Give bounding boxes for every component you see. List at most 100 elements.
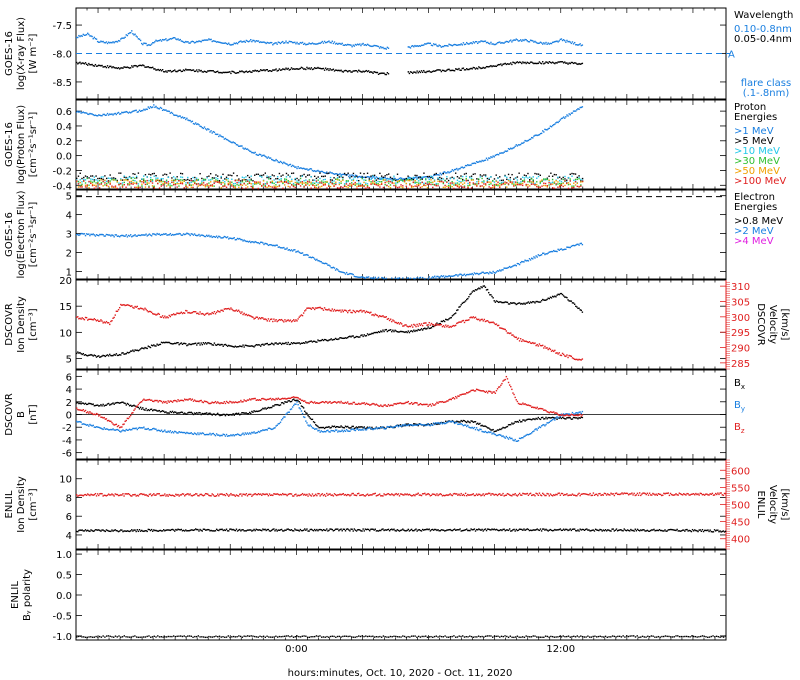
data-point-00504nm (485, 65, 488, 68)
data-point-5MeV (98, 177, 101, 180)
data-point-Velocity (408, 325, 411, 328)
data-point-00504nm (191, 69, 194, 71)
data-point-IonDensity (124, 353, 126, 355)
data-point-50MeV (446, 185, 448, 188)
data-point-Bx (160, 410, 163, 413)
data-point-1MeV (437, 174, 439, 176)
data-point-01008nm (186, 41, 188, 43)
data-point-2MeV (535, 255, 537, 257)
data-point-Velocity (384, 316, 386, 318)
data-point-1MeV (401, 177, 403, 180)
data-point-01008nm (182, 41, 185, 43)
data-point-50MeV (372, 182, 374, 184)
data-point-1MeV (212, 130, 215, 133)
data-point-1MeV (432, 174, 435, 176)
data-point-30MeV (262, 184, 265, 186)
data-point-2MeV (315, 259, 317, 261)
data-point-IonDensity (118, 353, 121, 356)
data-point-2MeV (570, 245, 573, 248)
data-point-Velocity (477, 318, 479, 321)
data-point-01008nm (482, 40, 484, 43)
data-point-1MeV (571, 112, 574, 114)
data-point-00504nm (425, 71, 427, 74)
data-point-1MeV (528, 138, 531, 141)
data-point-IonDensity (533, 301, 535, 303)
data-point-5MeV (338, 176, 341, 178)
data-point-IonDensity (147, 345, 150, 347)
data-point-50MeV (527, 184, 529, 186)
data-point-00504nm (101, 64, 103, 67)
data-point-2MeV (551, 250, 554, 253)
data-point-2MeV (523, 261, 525, 263)
data-point-IonDensity (355, 335, 358, 338)
data-point-IonDensity (204, 342, 207, 344)
data-point-00504nm (554, 62, 556, 65)
y-tick-label: 5 (66, 355, 72, 366)
data-point-01008nm (469, 42, 471, 45)
data-point-00504nm (164, 71, 166, 73)
data-point-10MeV (513, 181, 515, 183)
data-point-2MeV (402, 277, 404, 279)
data-point-01008nm (219, 41, 221, 44)
data-point-01008nm (466, 41, 468, 44)
data-point-00504nm (373, 70, 375, 73)
data-point-1MeV (298, 167, 300, 170)
data-point-Velocity (518, 340, 521, 342)
data-point-Velocity (316, 307, 318, 309)
data-point-00504nm (268, 69, 271, 72)
data-point-1MeV (297, 165, 299, 168)
data-point-00504nm (573, 62, 576, 64)
data-point-10MeV (516, 179, 519, 181)
data-point-IonDensity (295, 342, 297, 345)
data-point-5MeV (410, 178, 413, 180)
data-point-01008nm (528, 41, 531, 43)
data-point-Bx (158, 409, 161, 412)
data-point-2MeV (529, 259, 532, 261)
data-point-10MeV (150, 176, 152, 179)
data-point-Velocity (109, 323, 111, 326)
data-point-Velocity (510, 332, 512, 334)
data-point-50MeV (444, 186, 446, 189)
data-point-5MeV (306, 174, 309, 176)
data-point-01008nm (555, 40, 557, 43)
data-point-Bx (90, 403, 92, 405)
data-point-2MeV (537, 254, 540, 256)
data-point-IonDensity (100, 356, 102, 358)
data-point-10MeV (358, 182, 360, 184)
data-point-100MeV (153, 187, 155, 189)
data-point-01008nm (185, 40, 187, 43)
data-point-1MeV (203, 126, 206, 128)
data-point-100MeV (432, 186, 434, 189)
data-point-2MeV (508, 265, 511, 268)
data-point-2MeV (84, 234, 87, 237)
data-point-01008nm (347, 43, 349, 46)
data-point-2MeV (220, 237, 222, 239)
data-point-IonDensity (285, 341, 287, 344)
data-point-50MeV (548, 179, 550, 181)
data-point-01008nm (344, 44, 347, 46)
legend-entry: >50 MeV (734, 166, 780, 177)
data-point-100MeV (190, 179, 192, 182)
data-point-1MeV (194, 122, 197, 124)
data-point-00504nm (318, 67, 320, 69)
data-point-Velocity (79, 317, 81, 319)
data-point-Velocity (380, 315, 382, 318)
data-point-10MeV (97, 180, 99, 182)
data-point-00504nm (472, 66, 475, 69)
data-point-00504nm (80, 63, 82, 65)
data-point-1MeV (441, 172, 444, 175)
data-point-1MeV (123, 111, 125, 113)
data-point-5MeV (282, 174, 284, 176)
data-point-00504nm (234, 72, 237, 74)
data-point-Bx (177, 412, 179, 414)
data-point-01008nm (454, 43, 457, 46)
data-point-5MeV (102, 178, 104, 181)
y-axis-label: Ion Density (16, 296, 27, 353)
data-point-2MeV (482, 271, 484, 273)
data-point-01008nm (499, 41, 501, 43)
data-point-IonDensity (413, 329, 415, 331)
data-point-1MeV (450, 170, 452, 173)
data-point-50MeV (574, 184, 577, 186)
data-point-2MeV (579, 242, 581, 245)
data-point-IonDensity (387, 329, 390, 332)
